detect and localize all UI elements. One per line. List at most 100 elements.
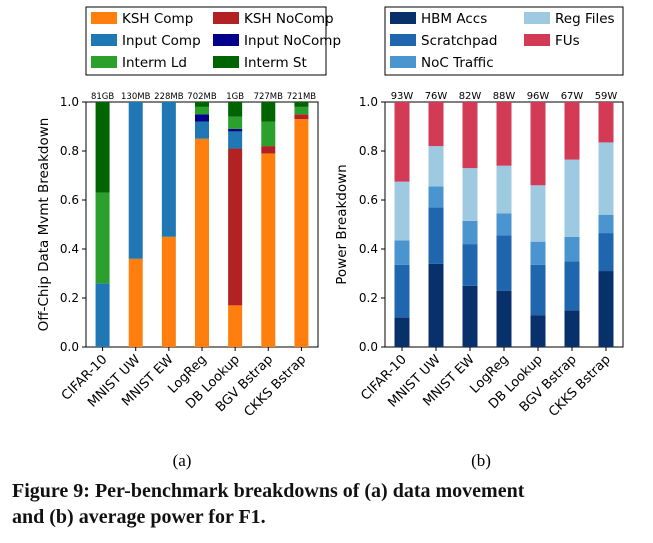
legend-swatch-interm-st bbox=[213, 56, 239, 68]
legend-swatch-input-comp bbox=[91, 34, 117, 46]
bar-segment-reg-files bbox=[530, 185, 546, 242]
legend-swatch-noc-traffic bbox=[390, 56, 416, 68]
bar-top-label: 228MB bbox=[154, 92, 184, 102]
y-tick-label: 0.8 bbox=[60, 144, 79, 158]
legend: KSH Comp KSH NoComp Input Comp Input NoComp… bbox=[85, 6, 341, 76]
bar-segment-interm-st bbox=[294, 102, 309, 107]
legend: HBM Accs Scratchpad NoC Traffic Reg Files FU… bbox=[384, 6, 624, 76]
bar-segment-fus bbox=[428, 102, 444, 147]
legend-label-ksh-comp: KSH Comp bbox=[122, 11, 193, 27]
y-tick-label: 0.0 bbox=[60, 340, 79, 354]
bar-segment-ksh-comp bbox=[294, 119, 309, 348]
bar-top-label: 67W bbox=[561, 91, 584, 102]
bar-top-label: 93W bbox=[391, 91, 414, 102]
bar-top-label: 702MB bbox=[187, 92, 217, 102]
bar-top-label: 88W bbox=[493, 91, 516, 102]
bar-segment-interm-st bbox=[95, 102, 110, 193]
legend-label-interm-ld: Interm Ld bbox=[122, 55, 187, 71]
bar-segment-fus bbox=[496, 102, 512, 166]
bar-segment-noc-traffic bbox=[462, 220, 478, 245]
bar-segment-hbm-accs bbox=[530, 315, 546, 347]
bar-segment-interm-ld bbox=[294, 106, 309, 115]
sublabel-a: (a) bbox=[173, 451, 192, 470]
legend-swatch-scratchpad bbox=[390, 34, 416, 46]
chart-panel-a: 0.0 0.2 0.4 0.6 0.8 1.0 Off-Chip Data Mvmt Bre… bbox=[36, 6, 341, 420]
bar-segment-input-comp bbox=[228, 131, 243, 149]
bar-segment-ksh-comp bbox=[228, 305, 243, 347]
bar-segment-hbm-accs bbox=[428, 263, 444, 347]
bar-segment-input-comp bbox=[195, 121, 209, 139]
bar-top-label: 76W bbox=[425, 91, 448, 102]
bar-segment-input-comp bbox=[95, 283, 110, 347]
bar-segment-ksh-nocomp bbox=[261, 146, 276, 154]
bar-top-label: 721MB bbox=[287, 92, 317, 102]
bar-segment-scratchpad bbox=[428, 207, 444, 264]
caption-line-2: and (b) average power for F1. bbox=[12, 506, 266, 528]
y-axis-label: Power Breakdown bbox=[334, 164, 350, 284]
y-tick-label: 1.0 bbox=[60, 95, 79, 109]
y-tick-label: 0.6 bbox=[359, 193, 378, 207]
bar-segment-noc-traffic bbox=[496, 213, 512, 236]
bar-top-label: 59W bbox=[595, 91, 618, 102]
y-tick-label: 0.8 bbox=[359, 144, 378, 158]
bar-segment-hbm-accs bbox=[394, 317, 410, 347]
legend-swatch-fus bbox=[524, 34, 550, 46]
bar-segment-fus bbox=[598, 102, 614, 143]
bar-segment-hbm-accs bbox=[496, 290, 512, 347]
legend-swatch-reg-files bbox=[524, 12, 550, 24]
bar-top-label: 1GB bbox=[226, 92, 244, 102]
bar-segment-fus bbox=[462, 102, 478, 169]
bar-segment-noc-traffic bbox=[530, 241, 546, 265]
bar-segment-noc-traffic bbox=[428, 186, 444, 208]
bar-segment-hbm-accs bbox=[598, 271, 614, 347]
legend-label-fus: FUs bbox=[555, 33, 580, 49]
legend-label-input-nocomp: Input NoComp bbox=[244, 33, 341, 49]
bar-segment-input-nocomp bbox=[195, 114, 209, 122]
bar-segment-fus bbox=[564, 102, 580, 160]
y-tick-label: 1.0 bbox=[359, 95, 378, 109]
bar-segment-noc-traffic bbox=[564, 236, 580, 262]
bar-top-label: 130MB bbox=[121, 92, 151, 102]
bar-segment-ksh-comp bbox=[128, 258, 143, 347]
bar-segment-fus bbox=[530, 102, 546, 186]
legend-label-input-comp: Input Comp bbox=[122, 33, 201, 49]
bar-segment-scratchpad bbox=[598, 233, 614, 272]
bar-segment-interm-st bbox=[195, 102, 209, 107]
legend-label-hbm-accs: HBM Accs bbox=[421, 11, 487, 27]
bar-segment-interm-ld bbox=[261, 121, 276, 147]
bar-top-label: 727MB bbox=[254, 92, 284, 102]
bar-segment-hbm-accs bbox=[462, 285, 478, 347]
bar-segment-interm-ld bbox=[95, 192, 110, 284]
bar-segment-reg-files bbox=[496, 165, 512, 214]
y-tick-label: 0.4 bbox=[60, 242, 79, 256]
legend-label-ksh-nocomp: KSH NoComp bbox=[244, 11, 334, 27]
bar-segment-hbm-accs bbox=[564, 310, 580, 347]
y-axis-label: Off-Chip Data Mvmt Breakdown bbox=[36, 118, 52, 332]
bar-segment-ksh-comp bbox=[161, 236, 176, 347]
bar-top-label: 96W bbox=[527, 91, 550, 102]
y-tick-label: 0.6 bbox=[60, 193, 79, 207]
bar-segment-interm-ld bbox=[228, 116, 243, 129]
legend-label-scratchpad: Scratchpad bbox=[421, 33, 498, 49]
bar-segment-reg-files bbox=[462, 168, 478, 221]
bar-segment-reg-files bbox=[394, 181, 410, 241]
bar-segment-noc-traffic bbox=[394, 240, 410, 265]
bar-segment-ksh-nocomp bbox=[294, 114, 309, 120]
bar-segment-input-comp bbox=[128, 102, 143, 259]
bar-segment-interm-st bbox=[261, 102, 276, 122]
legend-frame bbox=[384, 6, 624, 76]
legend-swatch-hbm-accs bbox=[390, 12, 416, 24]
bar-segment-scratchpad bbox=[462, 244, 478, 286]
legend-swatch-ksh-nocomp bbox=[213, 12, 239, 24]
legend-swatch-ksh-comp bbox=[91, 12, 117, 24]
y-tick-label: 0.4 bbox=[359, 242, 378, 256]
bar-top-label: 81GB bbox=[91, 92, 114, 102]
legend-swatch-input-nocomp bbox=[213, 34, 239, 46]
bar-segment-reg-files bbox=[598, 142, 614, 215]
figure-canvas: 0.0 0.2 0.4 0.6 0.8 1.0 Off-Chip Data Mvmt Bre… bbox=[36, 6, 624, 470]
bar-segment-ksh-comp bbox=[195, 138, 209, 347]
bar-segment-noc-traffic bbox=[598, 214, 614, 234]
bar-segment-interm-st bbox=[228, 102, 243, 117]
bar-segment-reg-files bbox=[428, 146, 444, 187]
